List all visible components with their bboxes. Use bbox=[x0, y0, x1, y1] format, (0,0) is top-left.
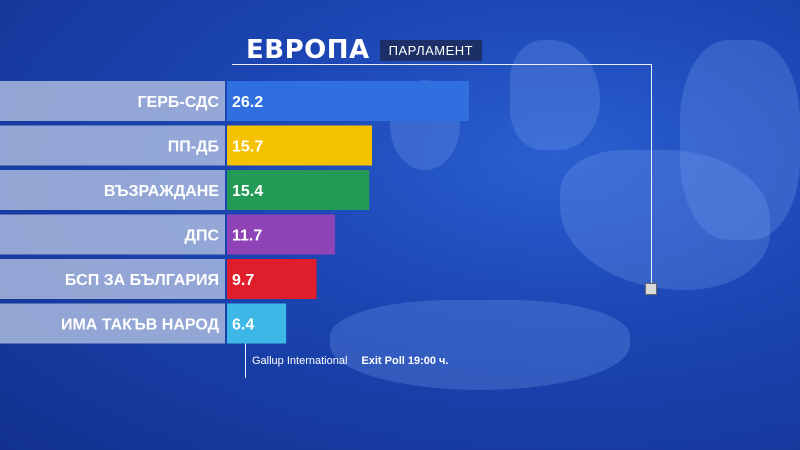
value-label: 6.4 bbox=[232, 317, 254, 334]
category-label: ГЕРБ-СДС bbox=[137, 94, 219, 111]
category-label: ПП-ДБ bbox=[168, 139, 219, 156]
map-background-region bbox=[680, 40, 800, 240]
category-label: ДПС bbox=[185, 228, 220, 245]
source-label: Gallup International bbox=[252, 355, 348, 367]
category-label-background bbox=[0, 303, 225, 344]
bar bbox=[227, 214, 336, 255]
chart-title: ЕВРОПА bbox=[246, 35, 370, 65]
frame-line-top bbox=[232, 64, 652, 65]
category-label-background bbox=[0, 170, 225, 210]
bar bbox=[227, 303, 287, 344]
map-background-region bbox=[330, 300, 630, 390]
bar bbox=[227, 81, 469, 121]
value-label: 26.2 bbox=[232, 94, 263, 111]
poll-label: Exit Poll 19:00 ч. bbox=[361, 355, 449, 367]
bar bbox=[227, 125, 373, 166]
map-background bbox=[510, 40, 600, 150]
category-label-background bbox=[0, 125, 225, 166]
category-label: ВЪЗРАЖДАНЕ bbox=[104, 183, 219, 200]
category-label-background bbox=[0, 81, 225, 121]
category-label: БСП ЗА БЪЛГАРИЯ bbox=[65, 272, 219, 289]
frame-line-right bbox=[651, 64, 652, 286]
value-label: 9.7 bbox=[232, 272, 254, 289]
category-label-background bbox=[0, 259, 225, 299]
value-label: 15.4 bbox=[232, 183, 263, 200]
chart-header: ЕВРОПА ПАРЛАМЕНТ bbox=[246, 35, 483, 65]
value-label: 11.7 bbox=[232, 228, 262, 245]
chart-footer: Gallup International Exit Poll 19:00 ч. bbox=[252, 355, 449, 367]
category-label-background bbox=[0, 214, 225, 255]
value-label: 15.7 bbox=[232, 139, 263, 156]
frame-line-left bbox=[245, 338, 246, 378]
bar bbox=[227, 259, 317, 299]
location-marker bbox=[645, 283, 657, 295]
category-label: ИМА ТАКЪВ НАРОД bbox=[61, 317, 220, 334]
bar bbox=[227, 170, 370, 210]
chart-subtitle: ПАРЛАМЕНТ bbox=[379, 39, 483, 61]
